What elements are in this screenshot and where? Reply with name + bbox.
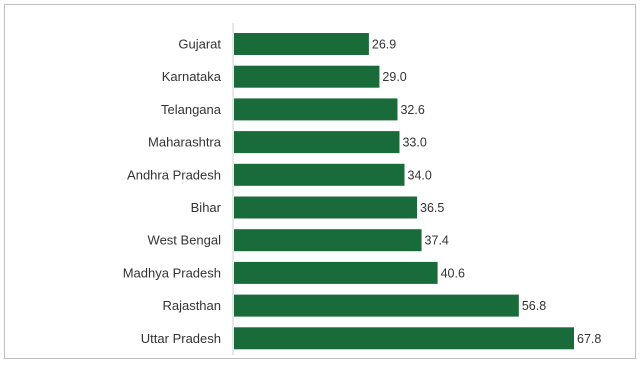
bar xyxy=(234,65,380,88)
bar xyxy=(234,327,574,350)
data-label: 37.4 xyxy=(425,234,449,248)
category-label: Telangana xyxy=(161,102,222,117)
category-label: Gujarat xyxy=(178,37,221,52)
data-label: 32.6 xyxy=(400,103,424,117)
category-label: Rajasthan xyxy=(162,298,221,313)
data-label: 33.0 xyxy=(402,136,426,150)
chart-frame: Gujarat Karnataka Telangana Maharashtra Andh… xyxy=(4,4,636,359)
bar xyxy=(234,294,519,317)
data-label: 36.5 xyxy=(420,201,444,215)
bars-layer xyxy=(234,33,574,350)
value-labels: 26.9 29.0 32.6 33.0 34.0 36.5 37.4 40.6 56.8 67.8 xyxy=(372,38,601,346)
data-label: 34.0 xyxy=(408,168,432,182)
category-label: West Bengal xyxy=(148,233,222,248)
bar xyxy=(234,229,422,252)
data-label: 26.9 xyxy=(372,38,396,52)
bar xyxy=(234,33,369,55)
bar-chart: Gujarat Karnataka Telangana Maharashtra Andh… xyxy=(123,23,601,355)
data-label: 29.0 xyxy=(382,70,406,84)
category-label: Bihar xyxy=(191,200,222,215)
category-label: Madhya Pradesh xyxy=(123,265,221,280)
bar xyxy=(234,196,418,219)
category-label: Karnataka xyxy=(162,69,222,84)
category-labels: Gujarat Karnataka Telangana Maharashtra Andh… xyxy=(123,37,222,346)
category-label: Andhra Pradesh xyxy=(127,167,221,182)
bar xyxy=(234,98,398,121)
bar xyxy=(234,261,438,284)
category-label: Maharashtra xyxy=(148,135,222,150)
bar xyxy=(234,163,405,186)
category-label: Uttar Pradesh xyxy=(141,331,221,346)
data-label: 56.8 xyxy=(522,299,546,313)
data-label: 67.8 xyxy=(577,332,601,346)
data-label: 40.6 xyxy=(441,266,465,280)
bar xyxy=(234,131,400,154)
